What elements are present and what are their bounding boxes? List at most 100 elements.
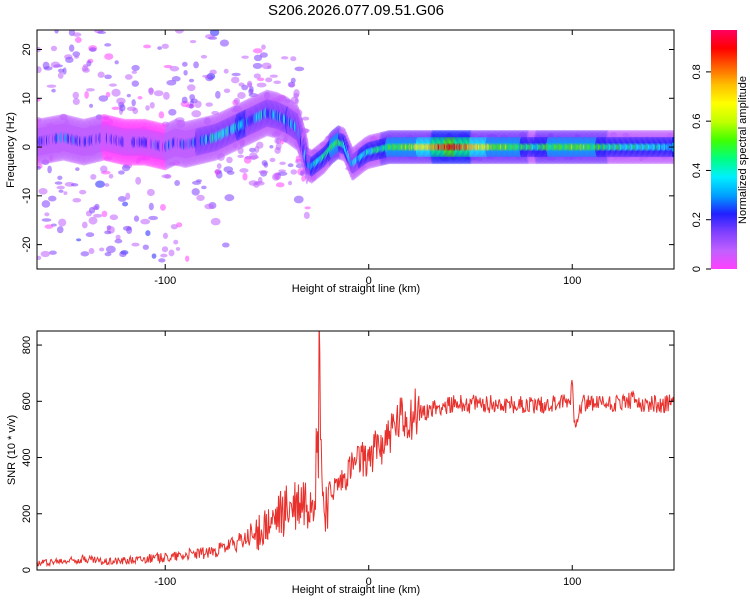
spectral-noise-mark <box>252 62 263 70</box>
spectral-noise-mark <box>196 194 205 201</box>
spectral-noise-mark <box>181 61 188 67</box>
spectral-noise-mark <box>43 66 53 71</box>
spectral-noise-mark <box>63 191 68 195</box>
spectral-noise-mark <box>119 251 127 258</box>
spectral-noise-mark <box>160 253 168 258</box>
x-tick-label: 100 <box>563 576 581 588</box>
spectral-noise-mark <box>223 68 229 74</box>
spectral-noise-mark <box>231 72 241 77</box>
spectral-noise-mark <box>132 107 139 115</box>
spectral-noise-mark <box>126 93 131 98</box>
colorbar-tick-label: 0.6 <box>691 114 703 129</box>
spectral-noise-mark <box>224 194 235 202</box>
spectral-noise-mark <box>58 189 64 193</box>
spectral-noise-mark <box>219 39 230 47</box>
figure-title: S206.2026.077.09.51.G06 <box>268 2 444 19</box>
spectral-noise-mark <box>88 206 96 214</box>
spectral-noise-mark <box>84 91 89 99</box>
spectral-noise-mark <box>145 105 150 111</box>
spectral-noise-mark <box>41 200 51 208</box>
spectral-noise-mark <box>104 43 112 47</box>
spectral-noise-mark <box>56 185 65 190</box>
spectral-noise-mark <box>109 214 119 221</box>
spectral-noise-mark <box>191 188 200 196</box>
spectral-noise-mark <box>111 88 121 97</box>
spectral-noise-mark <box>72 91 80 99</box>
spectral-noise-mark <box>273 80 282 85</box>
spectral-noise-mark <box>122 201 129 207</box>
snr-x-label: Height of straight line (km) <box>292 584 420 596</box>
y-tick-label: 400 <box>21 448 33 466</box>
colorbar-tick-label: 0.8 <box>691 64 703 79</box>
spectral-noise-mark <box>163 91 170 100</box>
spectral-noise-mark <box>223 166 234 173</box>
spectral-noise-mark <box>191 110 202 118</box>
spectral-noise-mark <box>104 53 114 60</box>
spectral-noise-mark <box>94 203 100 211</box>
spectral-noise-mark <box>131 64 140 72</box>
spectral-noise-mark <box>131 80 140 87</box>
spectral-noise-mark <box>221 242 230 248</box>
snr-frame <box>36 330 675 571</box>
spectrogram-y-label: Frequency (Hz) <box>5 112 17 188</box>
spectral-noise-mark <box>47 165 52 174</box>
spectral-noise-mark <box>97 31 107 35</box>
spectral-noise-mark <box>304 206 311 210</box>
colorbar-ticks: 0 0.2 0.4 0.6 0.8 <box>691 64 711 272</box>
spectral-noise-mark <box>104 230 112 235</box>
snr-x-ticks: -100 0 100 <box>154 331 581 588</box>
spectral-noise-mark <box>231 76 240 84</box>
spectral-noise-mark <box>258 170 269 174</box>
spectral-noise-mark <box>58 218 67 227</box>
spectral-noise-mark <box>201 185 207 190</box>
colorbar-label: Normalized spectral amplitude <box>737 76 749 224</box>
spectral-noise-mark <box>38 188 48 195</box>
spectral-noise-mark <box>118 170 125 175</box>
spectral-noise-mark <box>137 96 143 100</box>
spectral-noise-mark <box>65 56 74 63</box>
spectral-noise-mark <box>241 55 249 59</box>
spectral-noise-mark <box>88 247 95 255</box>
y-tick-label: 200 <box>21 505 33 523</box>
spectral-noise-mark <box>140 218 151 225</box>
spectral-noise-mark <box>49 250 57 255</box>
spectral-noise-mark <box>85 232 95 238</box>
spectral-noise-mark <box>46 84 57 88</box>
snr-panel: -100 0 100 0 200 400 600 800 Height of straigh… <box>6 330 675 596</box>
x-tick-label: -100 <box>154 576 176 588</box>
spectral-noise-mark <box>263 162 269 168</box>
spectral-noise-mark <box>237 154 245 159</box>
y-tick-label: 10 <box>21 92 33 104</box>
spectral-noise-mark <box>62 67 67 75</box>
spectral-noise-mark <box>116 97 126 105</box>
x-tick-label: -100 <box>154 275 176 287</box>
spectral-noise-mark <box>44 212 50 217</box>
spectral-noise-mark <box>278 169 286 173</box>
spectral-noise-mark <box>41 218 52 222</box>
spectral-noise-mark <box>37 166 41 170</box>
spectral-noise-mark <box>174 30 184 34</box>
spectral-noise-mark <box>142 244 149 250</box>
spectral-noise-mark <box>169 65 180 72</box>
spectral-noise-mark <box>259 52 268 58</box>
spectral-noise-mark <box>133 215 140 222</box>
spectral-noise-mark <box>269 74 278 78</box>
spectral-noise-mark <box>131 99 136 107</box>
spectral-noise-mark <box>54 30 59 34</box>
spectral-noise-mark <box>75 167 80 172</box>
y-tick-label: -20 <box>21 237 33 253</box>
spectral-noise-mark <box>168 108 177 116</box>
spectral-noise-mark <box>158 258 166 263</box>
spectral-noise-mark <box>265 77 273 83</box>
spectral-noise-mark <box>105 91 111 98</box>
spectral-noise-mark <box>174 179 181 186</box>
spectral-noise-mark <box>104 183 110 187</box>
spectral-noise-mark <box>70 183 79 187</box>
spectral-noise-mark <box>157 46 163 50</box>
spectral-noise-mark <box>215 90 221 99</box>
spectral-noise-mark <box>82 64 89 68</box>
spectral-noise-mark <box>303 211 310 220</box>
spectral-noise-mark <box>76 238 82 242</box>
spectral-noise-mark <box>97 71 105 78</box>
spectral-noise-mark <box>143 44 152 49</box>
